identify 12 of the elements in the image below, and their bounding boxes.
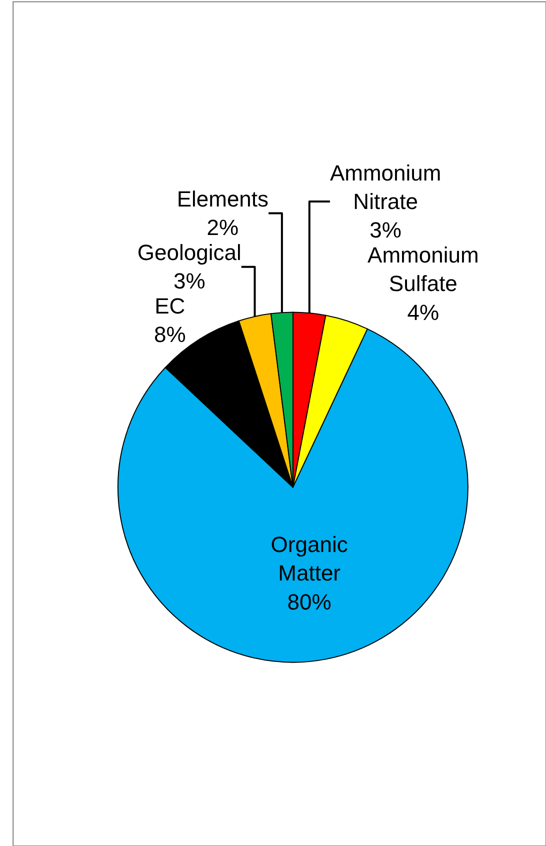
data-label: 3% [370, 218, 402, 243]
slice-label: Ammonium Sulfate [368, 242, 479, 296]
slice-label: Geological [137, 240, 242, 266]
slice-label: Ammonium Nitrate [330, 160, 442, 214]
data-label: 2% [206, 215, 239, 240]
data-label: 3% [173, 268, 206, 294]
slice-label: Elements [176, 186, 269, 212]
slice-label: EC [154, 294, 186, 319]
slice-label: Organic Matter [270, 532, 348, 586]
data-label: 80% [287, 589, 332, 614]
data-label: 8% [154, 322, 186, 348]
data-label: 4% [407, 300, 440, 325]
